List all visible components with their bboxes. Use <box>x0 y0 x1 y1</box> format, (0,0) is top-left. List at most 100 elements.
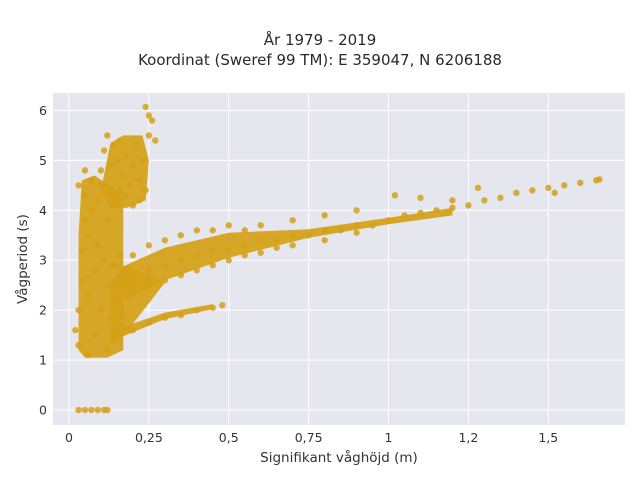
data-point <box>81 217 89 224</box>
data-point <box>97 182 105 189</box>
data-point <box>123 152 130 159</box>
data-point <box>257 222 264 229</box>
data-point <box>596 176 603 183</box>
data-point <box>152 137 159 144</box>
data-point <box>177 232 185 239</box>
data-point <box>161 237 169 244</box>
data-point <box>148 117 156 124</box>
data-point <box>513 189 520 197</box>
data-point <box>88 207 95 214</box>
data-point <box>97 167 105 174</box>
x-tick-label: 0 <box>65 430 73 445</box>
x-axis-label: Signifikant våghöjd (m) <box>260 449 418 466</box>
y-tick-label: 0 <box>39 403 47 418</box>
data-point <box>129 326 137 334</box>
data-point <box>289 232 296 239</box>
data-point <box>321 227 328 234</box>
data-point <box>84 291 92 299</box>
data-point <box>126 182 133 189</box>
data-point <box>145 242 153 249</box>
data-point <box>545 184 552 192</box>
data-point <box>353 222 360 229</box>
data-point <box>177 257 185 264</box>
data-point <box>107 192 114 199</box>
data-point <box>107 316 114 324</box>
data-point <box>100 147 108 154</box>
y-tick-label: 3 <box>39 253 47 268</box>
data-point <box>123 192 130 199</box>
data-point <box>241 242 248 249</box>
data-point <box>353 229 360 236</box>
data-point <box>113 296 121 304</box>
data-point <box>449 204 456 212</box>
data-point <box>273 244 280 251</box>
data-point <box>193 252 200 259</box>
data-point <box>129 162 137 169</box>
data-point <box>385 217 392 224</box>
data-point <box>161 262 169 269</box>
data-point <box>100 257 108 264</box>
data-point <box>129 277 137 284</box>
data-point <box>113 157 121 164</box>
data-point <box>120 311 127 319</box>
data-point <box>391 192 399 199</box>
data-point <box>145 282 153 289</box>
data-point <box>225 222 232 229</box>
data-point <box>193 267 200 274</box>
data-point <box>305 232 312 239</box>
data-points <box>72 103 603 414</box>
data-point <box>337 227 344 234</box>
data-point <box>88 177 95 184</box>
data-point <box>94 197 101 204</box>
data-point <box>417 194 424 202</box>
dense-point-regions <box>78 135 453 358</box>
data-point <box>142 187 149 194</box>
data-point <box>465 202 472 209</box>
data-point <box>104 132 111 139</box>
x-tick-label: 1,2 <box>458 430 478 445</box>
data-point <box>241 252 248 259</box>
data-point <box>529 187 536 194</box>
data-point <box>94 406 101 414</box>
data-point <box>142 103 149 111</box>
data-point <box>577 179 584 187</box>
data-point <box>497 194 504 202</box>
y-axis-label: Vågperiod (s) <box>14 214 31 304</box>
data-point <box>241 227 248 234</box>
data-point <box>136 197 143 204</box>
data-point <box>193 227 200 234</box>
data-point <box>104 282 111 289</box>
data-point <box>273 237 280 244</box>
dense-region-lower-branch <box>113 304 213 338</box>
data-point <box>78 277 85 284</box>
x-tick-label: 0,75 <box>295 430 323 445</box>
data-point <box>161 314 169 321</box>
y-tick-label: 1 <box>39 353 47 368</box>
x-tick-label: 1 <box>385 430 393 445</box>
data-point <box>107 162 114 169</box>
data-point <box>113 331 121 339</box>
data-point <box>113 262 121 269</box>
data-point <box>219 301 226 309</box>
data-point <box>75 182 82 189</box>
data-point <box>104 217 111 224</box>
data-point <box>104 406 111 414</box>
chart-title-line-2: Koordinat (Sweref 99 TM): E 359047, N 62… <box>138 51 502 69</box>
y-tick-label: 2 <box>39 303 47 318</box>
data-point <box>145 319 153 326</box>
data-point <box>132 142 140 149</box>
data-point <box>129 287 137 294</box>
data-point <box>81 406 89 414</box>
data-point <box>209 247 216 254</box>
data-point <box>145 112 153 119</box>
data-point <box>225 247 232 254</box>
y-axis-ticks: 0 1 2 3 4 5 6 <box>39 103 47 418</box>
data-point <box>81 192 89 199</box>
data-point <box>116 252 124 259</box>
data-point <box>78 247 85 254</box>
data-point <box>110 197 117 204</box>
data-point <box>91 331 98 339</box>
data-point <box>177 311 185 319</box>
x-tick-label: 0,25 <box>135 430 163 445</box>
data-point <box>129 252 137 259</box>
